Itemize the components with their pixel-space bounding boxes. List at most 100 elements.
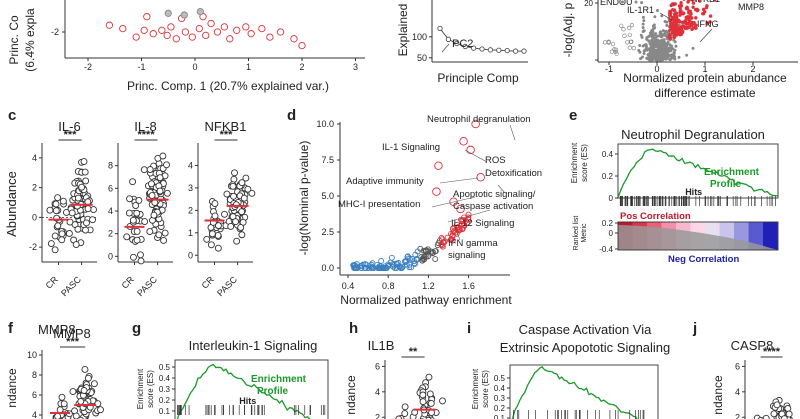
y-tick-label: 5.0 bbox=[321, 191, 334, 201]
volcano-point bbox=[685, 53, 689, 57]
y-tick-label: 4 bbox=[375, 387, 380, 397]
pathway-point bbox=[369, 260, 376, 267]
volcano-point-sig bbox=[678, 13, 682, 17]
legend-label: Profile bbox=[257, 386, 289, 397]
data-point-a bbox=[129, 216, 137, 224]
pathway-point bbox=[351, 261, 358, 268]
y-axis-label: Ranked list bbox=[573, 216, 580, 251]
volcano-point bbox=[659, 49, 663, 53]
y-tick-label: 10 bbox=[27, 350, 37, 360]
data-point-a bbox=[51, 232, 59, 240]
volcano-point bbox=[641, 26, 645, 30]
data-point-b bbox=[419, 391, 427, 399]
data-point-a bbox=[132, 202, 140, 209]
data-point-b bbox=[81, 366, 89, 373]
data-point-b bbox=[74, 194, 82, 202]
pca-point bbox=[172, 35, 180, 43]
pca-plot: -2 -1 0 1 2 3 -2 Princ. Comp. 1 (20.7% explaine… bbox=[7, 0, 365, 93]
plot-title: IL-8 bbox=[134, 119, 156, 134]
volcano-point-outline bbox=[629, 23, 635, 28]
data-point-b bbox=[161, 229, 169, 237]
panel-letter: h bbox=[349, 320, 358, 337]
volcano-point-sig bbox=[686, 7, 690, 11]
panel-h: h IL1B ndance 6 4 2 ** bbox=[344, 320, 446, 419]
pca-point bbox=[188, 33, 196, 41]
hits-label: Hits bbox=[239, 396, 256, 406]
scree-plot: 100 50 PC2 Principle Comp Explained bbox=[396, 0, 528, 85]
volcano-point bbox=[634, 0, 638, 4]
y-tick-label: 4 bbox=[32, 410, 37, 419]
volcano-point-sig bbox=[713, 0, 717, 2]
data-point-a bbox=[401, 410, 409, 417]
data-point-a bbox=[211, 200, 219, 208]
data-point-b bbox=[785, 410, 793, 418]
y-tick-label: -2 bbox=[51, 27, 59, 37]
volcano-point-outline bbox=[602, 40, 608, 45]
plot-title: CASP8 bbox=[731, 338, 774, 353]
rank-color-band bbox=[763, 222, 778, 250]
y-tick-label: 4 bbox=[108, 206, 113, 216]
volcano-point bbox=[645, 56, 649, 60]
data-point-b bbox=[74, 225, 82, 233]
plot-title: Caspase Activation Via bbox=[519, 322, 652, 337]
volcano-point bbox=[672, 54, 676, 58]
x-tick-label: 1.2 bbox=[422, 281, 435, 291]
data-point-a bbox=[221, 210, 228, 218]
volcano-point-sig bbox=[668, 13, 672, 18]
y-axis-label: Enrichment bbox=[471, 368, 480, 409]
data-point-b bbox=[159, 152, 167, 160]
volcano-point bbox=[637, 48, 641, 52]
pca-point bbox=[202, 31, 210, 40]
y-tick-label: 0.3 bbox=[159, 385, 171, 394]
pca-point bbox=[220, 23, 229, 31]
x-tick-label: 0 bbox=[654, 64, 659, 74]
data-point-b bbox=[146, 228, 154, 235]
gene-label: NFKB1 bbox=[691, 0, 720, 4]
data-point-b bbox=[156, 174, 164, 182]
leader-line bbox=[699, 28, 713, 43]
volcano-point bbox=[645, 48, 649, 52]
x-tick-label: 1 bbox=[702, 64, 707, 74]
data-point-b bbox=[230, 192, 237, 200]
highlighted-pathway bbox=[432, 187, 441, 196]
volcano-point bbox=[691, 46, 695, 50]
data-point-a bbox=[135, 196, 143, 204]
hits-label: Hits bbox=[685, 187, 702, 197]
volcano-point bbox=[673, 57, 677, 61]
data-point-a bbox=[47, 240, 55, 247]
data-point-b bbox=[97, 406, 104, 414]
leader-line bbox=[464, 149, 488, 163]
data-point-b bbox=[237, 223, 245, 231]
data-point-a bbox=[214, 232, 222, 239]
y-axis-label: score (ES) bbox=[481, 370, 490, 408]
data-point-a bbox=[214, 244, 222, 252]
x-tick-label: 2 bbox=[299, 62, 304, 72]
category-label: PASC bbox=[215, 274, 239, 298]
gene-label: ENDOU bbox=[600, 0, 633, 7]
pathway-point bbox=[449, 225, 456, 232]
scree-point bbox=[496, 47, 502, 53]
volcano-point-outline bbox=[609, 49, 614, 54]
data-point-b bbox=[141, 218, 149, 225]
data-point-b bbox=[69, 388, 77, 396]
pca-point bbox=[158, 26, 166, 34]
data-point-a bbox=[130, 253, 137, 261]
x-tick-label: 0.4 bbox=[342, 281, 355, 291]
panel-letter: e bbox=[569, 107, 577, 124]
volcano-point bbox=[663, 20, 667, 24]
data-point-a bbox=[762, 414, 770, 419]
data-point-a bbox=[52, 200, 60, 208]
volcano-point-sig bbox=[705, 4, 709, 8]
y-tick-label: 6 bbox=[32, 390, 37, 400]
volcano-point bbox=[656, 57, 660, 61]
leader-line bbox=[454, 226, 461, 241]
x-axis-label: Principle Comp bbox=[437, 71, 519, 85]
pathway-point bbox=[422, 248, 429, 255]
volcano-point bbox=[655, 53, 659, 57]
data-point-b bbox=[140, 166, 148, 174]
y-axis-label: Enrichment bbox=[136, 368, 145, 409]
significance: **** bbox=[763, 346, 781, 358]
highlighted-pathway bbox=[434, 161, 443, 171]
volcano-point-sig bbox=[671, 2, 676, 7]
